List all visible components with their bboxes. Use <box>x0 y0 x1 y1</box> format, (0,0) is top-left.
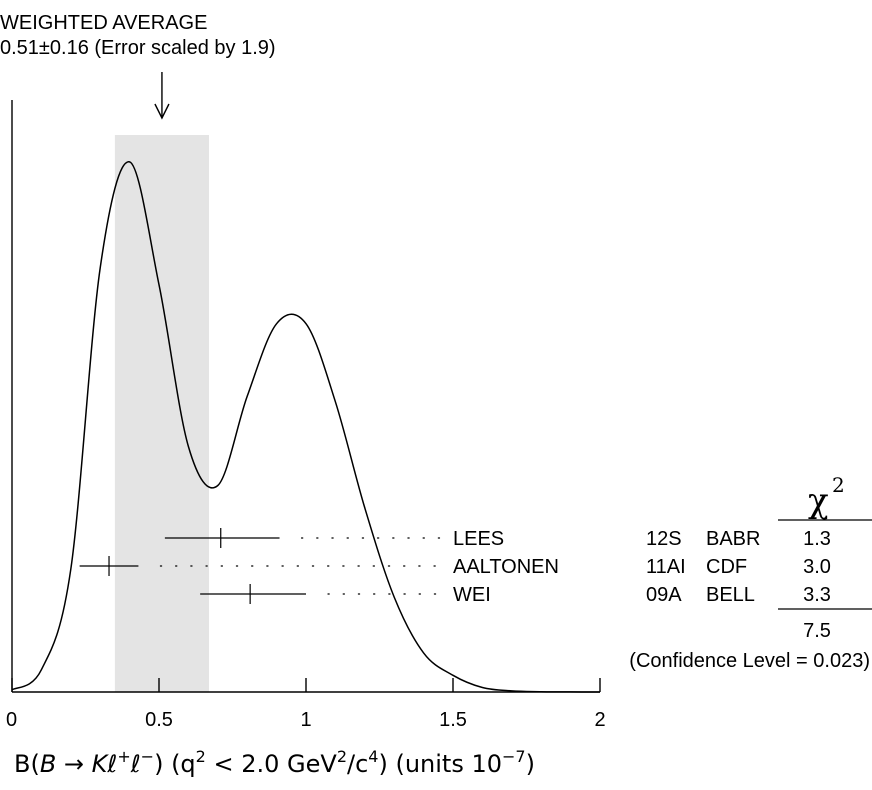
x-axis-label-ell1: ℓ <box>106 750 117 778</box>
experiment-label: BELL <box>706 584 755 606</box>
x-axis-label-arrow: → <box>56 750 91 778</box>
x-tick-label: 1.5 <box>439 709 467 731</box>
x-axis-label-sup-plus: + <box>117 747 130 766</box>
x-tick-label: 0 <box>6 709 17 731</box>
measurement-row: AALTONEN 11AI CDF 3.0 <box>79 556 831 578</box>
x-axis-label-sup-gev: 2 <box>337 747 347 766</box>
ideogram-curve <box>11 161 601 693</box>
measurement-row: WEI 09A BELL 3.3 <box>200 584 831 606</box>
weighted-average-arrow <box>154 72 170 120</box>
x-tick-label: 0.5 <box>145 709 173 731</box>
x-tick-label: 2 <box>594 709 605 731</box>
reference-label: 12S <box>646 528 682 550</box>
experiment-label: BABR <box>706 528 760 550</box>
author-label: AALTONEN <box>453 556 559 578</box>
x-axis-label-k: K <box>92 750 110 778</box>
chi2-header: χ <box>808 481 829 521</box>
experiment-label: CDF <box>706 556 747 578</box>
x-axis-label-mid: < 2.0 GeV <box>206 750 338 778</box>
author-label: WEI <box>453 584 491 606</box>
x-axis-label-b: B <box>40 750 56 778</box>
x-axis-label: B(B → Kℓ+ℓ−) (q2 < 2.0 GeV2/c4) (units 1… <box>14 747 535 778</box>
chi2-value: 3.3 <box>803 584 831 606</box>
measurement-row: LEES 12S BABR 1.3 <box>164 528 831 550</box>
chart-title: WEIGHTED AVERAGE <box>0 12 207 34</box>
chi2-header-superscript: 2 <box>832 473 845 497</box>
x-axis-label-close: ) <box>526 750 535 778</box>
reference-label: 11AI <box>646 556 686 578</box>
x-axis-label-slash-c: /c <box>347 750 368 778</box>
x-axis-label-sup-minus: − <box>141 747 154 766</box>
confidence-level: (Confidence Level = 0.023) <box>629 650 870 672</box>
author-label: LEES <box>453 528 504 550</box>
x-axis-label-sup-q: 2 <box>196 747 206 766</box>
chi2-value: 3.0 <box>803 556 831 578</box>
weighted-average-band <box>114 135 209 692</box>
x-axis-label-prefix: B( <box>14 750 40 778</box>
x-tick-label: 1 <box>300 709 311 731</box>
chi2-value: 1.3 <box>803 528 831 550</box>
measurements: LEES 12S BABR 1.3 AALTONEN 11AI CDF 3.0 WEI 09A BE… <box>79 528 831 606</box>
x-axis-label-units: ) (units 10 <box>378 750 502 778</box>
x-axis-ticks: 0 0.5 1 1.5 2 <box>6 678 606 731</box>
x-axis-label-ell2: ℓ <box>130 750 141 778</box>
reference-label: 09A <box>646 584 682 606</box>
chart-subtitle: 0.51±0.16 (Error scaled by 1.9) <box>0 37 276 59</box>
x-axis-label-sup-units: −7 <box>502 747 526 766</box>
x-axis-label-sup-c: 4 <box>368 747 378 766</box>
x-axis-label-after-decay: ) (q <box>154 750 196 778</box>
chi2-total: 7.5 <box>803 620 831 642</box>
